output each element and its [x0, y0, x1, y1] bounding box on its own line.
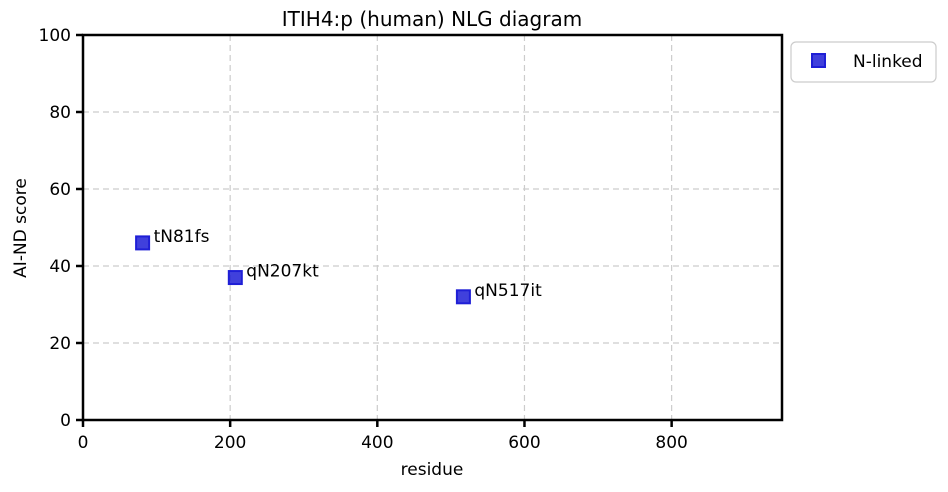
- y-tick-label: 20: [49, 334, 71, 354]
- y-tick-label: 80: [49, 103, 71, 123]
- data-point-label: tN81fs: [154, 227, 210, 247]
- legend: N-linked: [790, 41, 937, 83]
- x-tick-label: 200: [214, 433, 246, 453]
- data-point-label: qN207kt: [246, 262, 319, 282]
- x-axis-label: residue: [401, 460, 464, 480]
- data-point: [135, 235, 151, 251]
- x-tick-label: 400: [361, 433, 393, 453]
- legend-marker: [811, 53, 826, 68]
- y-tick-label: 0: [60, 411, 71, 431]
- data-point-label: qN517it: [474, 281, 542, 301]
- y-tick-label: 100: [39, 26, 71, 46]
- x-tick-label: 0: [78, 433, 89, 453]
- y-tick-label: 60: [49, 180, 71, 200]
- plot-frame: [81, 33, 784, 422]
- chart-title: ITIH4:p (human) NLG diagram: [282, 7, 582, 31]
- data-point: [227, 270, 243, 286]
- legend-box: [790, 41, 937, 83]
- grid: [83, 35, 782, 420]
- data-points: tN81fs qN207kt qN517it: [135, 227, 542, 305]
- y-axis-label: AI-ND score: [11, 178, 31, 278]
- y-tick-label: 40: [49, 257, 71, 277]
- x-tick-label: 800: [655, 433, 687, 453]
- axis-ticks: 0 200 400 600 800 0 20 40 60 80 100: [39, 26, 688, 453]
- data-point: [455, 289, 471, 305]
- legend-label: N-linked: [853, 52, 923, 72]
- x-tick-label: 600: [508, 433, 540, 453]
